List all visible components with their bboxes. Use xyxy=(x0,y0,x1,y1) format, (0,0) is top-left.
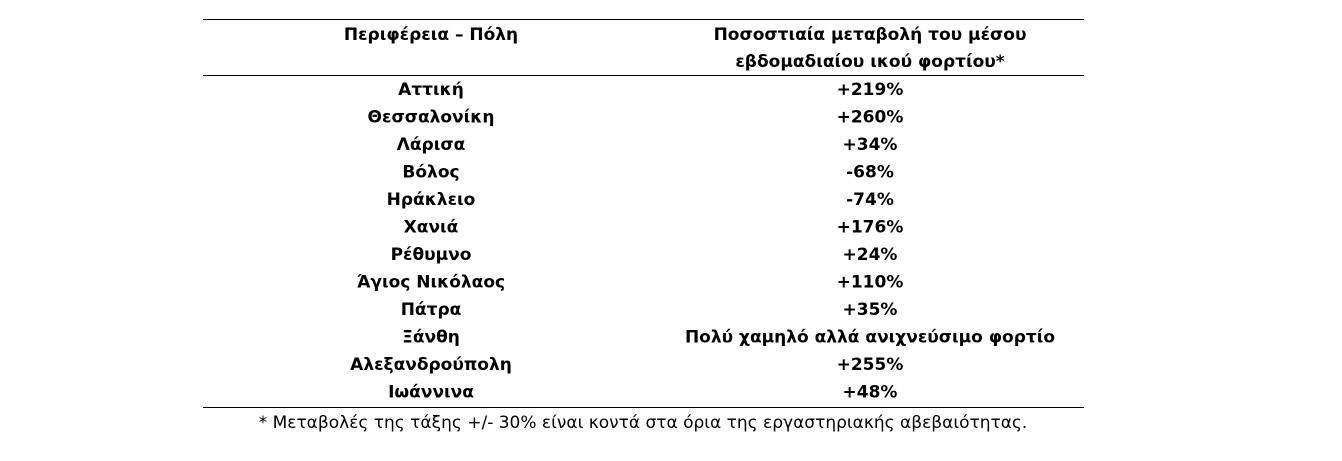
city-cell: Άγιος Νικόλαος xyxy=(357,273,505,293)
change-cell: Πολύ χαμηλό αλλά ανιχνεύσιμο φορτίο xyxy=(685,328,1055,348)
change-cell: +176% xyxy=(837,218,904,238)
header-cell: εβδομαδιαίου ικού φορτίου* xyxy=(735,52,1004,72)
city-cell: Ηράκλειο xyxy=(387,190,476,210)
change-cell: +255% xyxy=(837,355,904,375)
city-cell: Λάρισα xyxy=(397,135,466,155)
change-cell: +34% xyxy=(843,135,898,155)
change-cell: -68% xyxy=(846,163,894,183)
city-cell: Βόλος xyxy=(402,163,459,183)
change-cell: +219% xyxy=(837,80,904,100)
city-cell: Αλεξανδρούπολη xyxy=(350,355,512,375)
change-cell: +35% xyxy=(843,300,898,320)
city-cell: Θεσσαλονίκη xyxy=(368,108,495,128)
header-cell: Ποσοστιαία μεταβολή του μέσου xyxy=(714,25,1027,45)
change-cell: +110% xyxy=(837,273,904,293)
city-cell: Ρέθυμνο xyxy=(391,245,472,265)
city-cell: Πάτρα xyxy=(401,300,462,320)
change-cell: +24% xyxy=(843,245,898,265)
header-cell: Περιφέρεια – Πόλη xyxy=(344,25,518,45)
city-cell: Αττική xyxy=(398,80,464,100)
change-cell: +260% xyxy=(837,108,904,128)
change-cell: +48% xyxy=(843,383,898,403)
city-cell: Χανιά xyxy=(404,218,459,238)
city-cell: Ιωάννινα xyxy=(388,383,474,403)
city-cell: Ξάνθη xyxy=(402,328,460,348)
footnote: * Μεταβολές της τάξης +/- 30% είναι κοντ… xyxy=(259,413,1028,433)
change-cell: -74% xyxy=(846,190,894,210)
